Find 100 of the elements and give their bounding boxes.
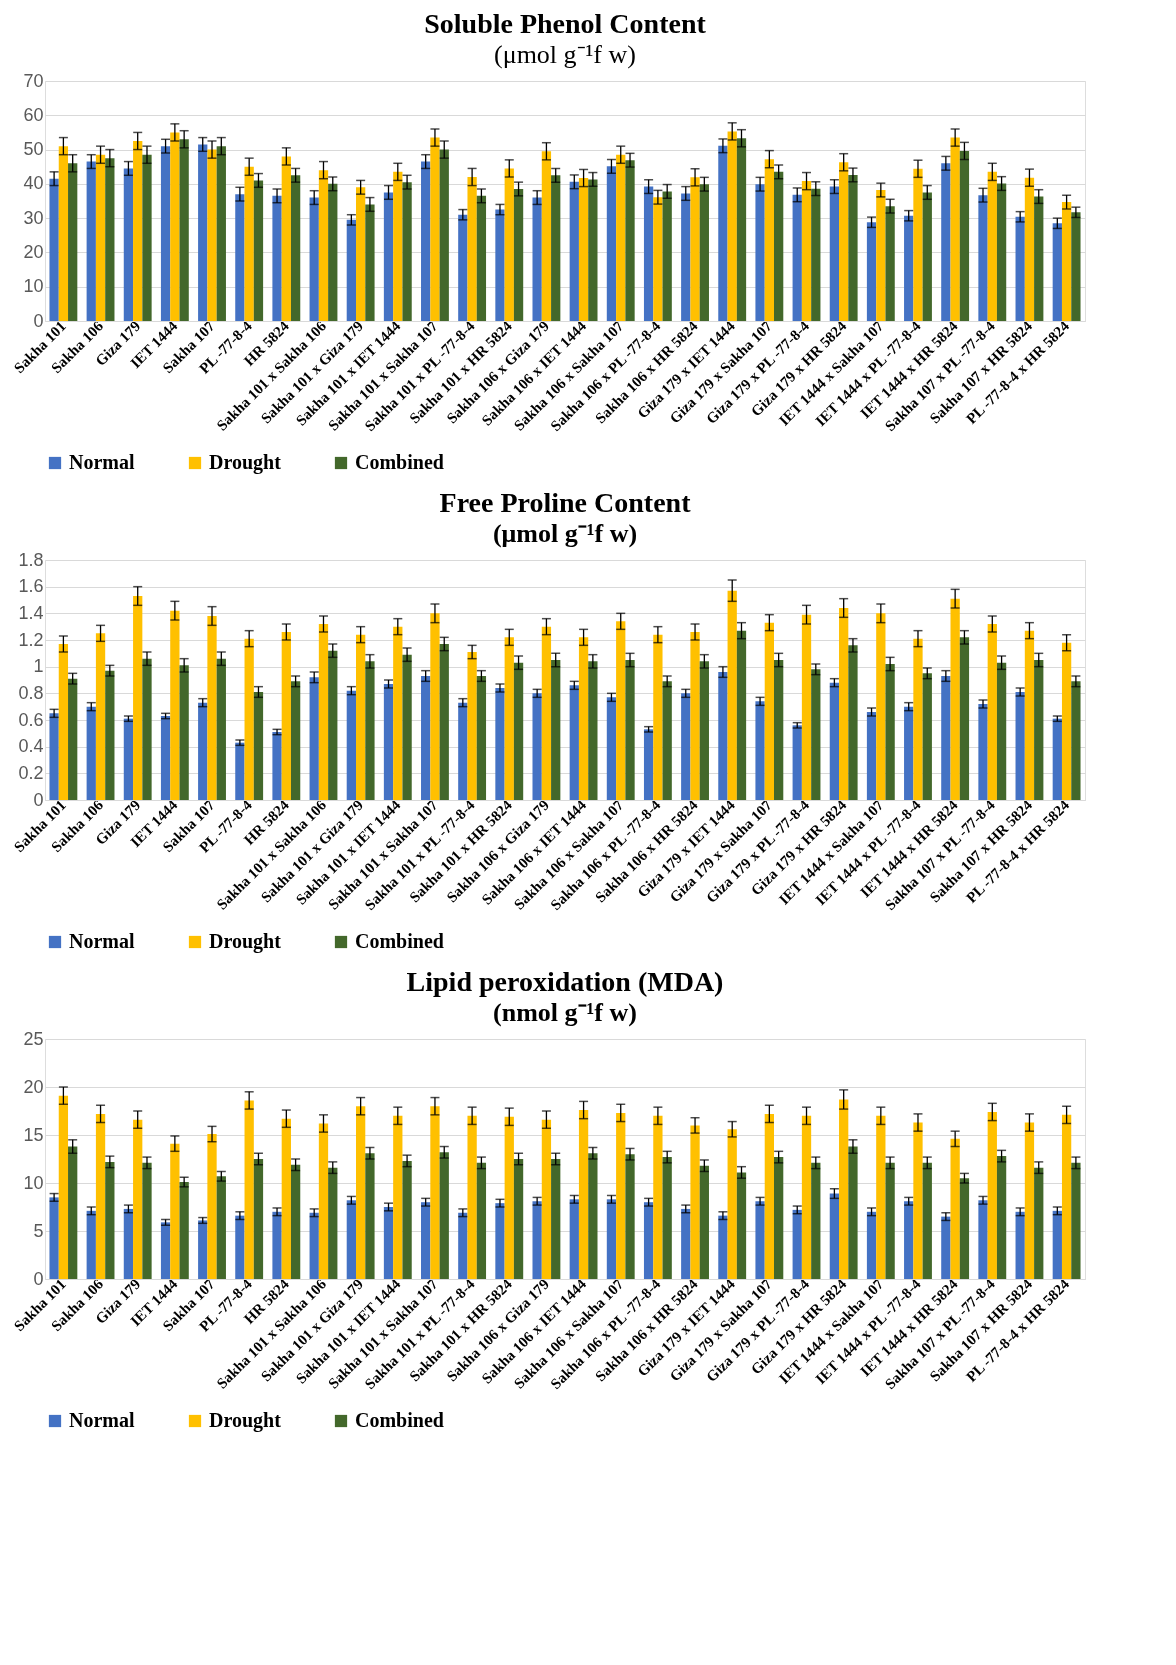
bar [439,644,449,800]
bar [365,661,375,800]
bar [541,1119,552,1279]
bar [643,186,654,321]
bar [727,590,737,800]
bar [504,637,514,800]
bar [625,1154,635,1279]
bar [476,1162,487,1279]
legend-label: Drought [209,1409,282,1432]
bar [662,681,672,800]
bar [727,131,737,321]
bar [848,645,858,800]
legend-label: Combined [355,930,444,952]
bar [105,158,115,321]
bar [383,1207,394,1279]
bar [1061,202,1072,321]
y-tick-label: 60 [23,104,44,125]
bar [458,214,468,321]
legend-label: Drought [209,451,282,474]
bar [662,1157,672,1279]
bar [690,1125,700,1279]
bar [606,166,617,321]
bar [253,1159,264,1279]
bar [941,163,951,321]
bar [86,161,96,321]
bar [383,192,394,321]
bar [736,138,747,321]
bar [105,670,115,800]
legend-label: Normal [69,1409,135,1431]
bar [393,1115,403,1279]
bar [309,677,319,800]
bar [95,154,106,321]
bar [848,1146,858,1279]
y-tick-label: 0.8 [18,682,44,703]
bar [588,179,598,321]
bar [244,166,254,321]
y-tick-label: 10 [23,276,44,297]
bar [170,1143,180,1279]
y-tick-label: 25 [23,1028,44,1049]
bar [356,634,366,800]
bar [736,1172,747,1279]
bar [578,637,589,800]
bar [551,1159,561,1279]
bar [198,144,208,321]
bar [328,183,338,321]
bar [467,652,477,800]
bar [1034,1167,1044,1279]
bar [58,146,69,321]
bar [123,168,134,321]
bar [142,658,152,800]
bar [365,1153,375,1279]
bar [625,660,635,800]
bar [1071,681,1081,800]
bar [885,664,895,800]
bar [58,644,69,800]
bar [959,1178,970,1279]
bar [811,188,821,321]
bar [848,174,858,321]
bar [588,661,598,800]
bar [430,613,440,800]
bar [866,712,877,800]
bar [68,1146,78,1279]
bar [1034,196,1044,321]
bar [346,219,356,321]
chart-subtitle: (μmol g⁻¹f w) [492,519,638,548]
chart-subtitle: (nmol g⁻¹f w) [493,998,637,1027]
bar [513,1159,524,1279]
bar [839,1099,849,1279]
bar [653,197,663,321]
bar [653,634,663,800]
bar [309,197,319,321]
bar [699,184,709,321]
bar [653,1115,663,1279]
bar [922,673,932,800]
chart-title: Free Proline Content [439,487,692,518]
bar [68,678,78,800]
bar [1015,692,1025,800]
bar [764,622,774,800]
bar [904,215,914,321]
bar [541,151,552,321]
bar [476,195,487,321]
bar [801,181,812,321]
bar [616,1112,626,1279]
bar [290,1164,301,1279]
bar [49,178,59,321]
bar [365,204,375,321]
bar [876,190,886,321]
bar [328,1167,338,1279]
bar [253,180,264,321]
bar [272,195,282,321]
bar [801,614,812,800]
bar [578,1110,589,1279]
bar [290,681,301,800]
bar [476,676,487,800]
bar [216,146,226,321]
y-tick-label: 20 [23,1076,44,1097]
bar [764,1113,774,1279]
bar [68,163,78,321]
bar [281,1118,291,1279]
bar [811,1162,821,1279]
